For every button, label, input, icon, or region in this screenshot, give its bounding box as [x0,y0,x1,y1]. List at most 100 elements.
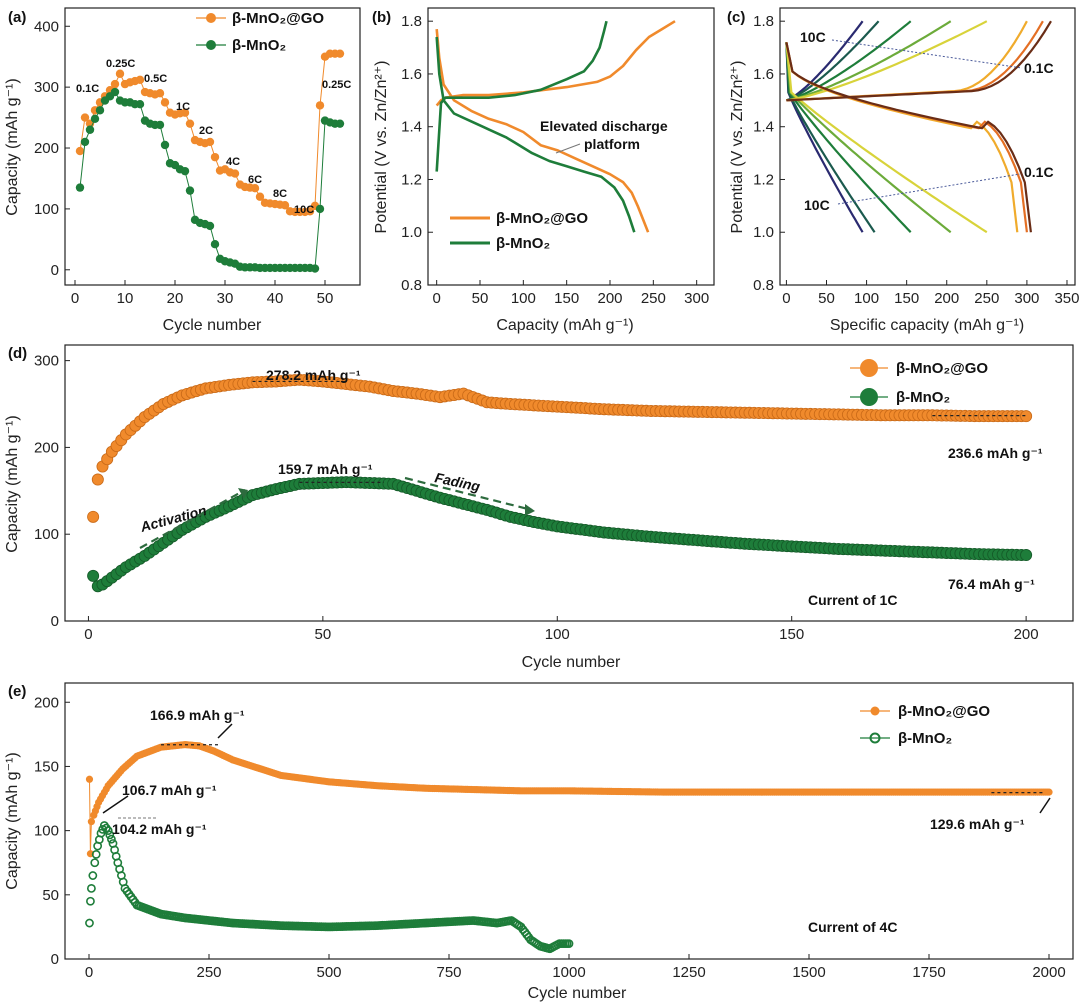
charge-curve [786,20,952,102]
legend-e-mn-marker [869,732,881,744]
y-tick-label: 1.4 [753,119,774,136]
panel-c-discharge-low-label: 0.1C [1024,164,1054,180]
point-mn [87,883,96,893]
panel-d-ylabel: Capacity (mAh g⁻¹) [4,415,21,552]
rate-label: 0.5C [144,73,167,85]
legend-e-go-marker [870,706,880,716]
x-tick-label: 150 [779,626,804,643]
y-tick-label: 0 [51,262,59,279]
x-tick-label: 30 [217,290,234,307]
point-mn [85,125,95,134]
x-tick-label: 150 [894,290,919,307]
panel-b-ticks: 0 50 100 150 200 250 300 0.8 1.0 1.2 1.4 1.6 1.8 [401,13,709,307]
discharge-curve [785,42,876,233]
x-tick-label: 350 [1054,290,1079,307]
x-tick-label: 300 [1014,290,1039,307]
panel-e-go-peak-arrow [217,723,233,739]
charge-curve [786,20,988,102]
point-mn [91,849,101,859]
y-tick-label: 1.4 [401,119,422,136]
panel-e-ticks: 0 250 500 750 1000 1250 1500 1750 2000 0 50 100 150 2… [34,694,1066,981]
y-tick-label: 200 [34,694,59,711]
panel-d-data [87,373,1033,593]
x-tick-label: 750 [436,964,461,981]
y-tick-label: 1.0 [401,224,422,241]
panel-d-mn-final: 76.4 mAh g⁻¹ [948,576,1035,592]
panel-a-data [75,49,345,273]
x-tick-label: 10 [117,290,134,307]
series-line [79,91,340,270]
legend-e-go-label: β-MnO₂@GO [898,703,990,720]
panel-e-xlabel: Cycle number [528,985,627,1002]
x-tick-label: 150 [554,290,579,307]
y-tick-label: 1.6 [401,66,422,83]
legend-a-mn-marker [206,40,216,50]
legend-a-go-marker [206,13,216,23]
point-go [305,207,315,216]
charge-curve [786,20,1052,102]
x-tick-label: 20 [167,290,184,307]
point-mn [90,114,100,124]
point-go [250,184,260,193]
panel-e-label: (e) [8,683,26,700]
point-mn [135,99,145,109]
x-tick-label: 0 [71,290,79,307]
x-tick-label: 50 [472,290,489,307]
panel-a-ylabel: Capacity (mAh g⁻¹) [4,78,21,215]
panel-e-go-final: 129.6 mAh g⁻¹ [930,816,1025,832]
rate-label: 1C [176,101,190,113]
point-mn [86,896,95,906]
point-go [230,169,240,178]
x-tick-label: 50 [818,290,835,307]
rate-label: 10C [294,204,314,216]
y-tick-label: 1.0 [753,224,774,241]
discharge-curve [785,42,864,233]
panel-d-current: Current of 1C [808,592,897,608]
panel-e: (e) Cycle number Capacity (mAh g⁻¹) 0 250… [4,682,1074,1002]
y-tick-label: 200 [34,439,59,456]
charge-curve [786,20,864,102]
point-go [80,113,90,122]
x-tick-label: 1750 [912,964,945,981]
panel-b-data [435,20,676,233]
point-go [280,201,290,210]
panel-b: (b) Capacity (mAh g⁻¹) Potential (V vs. … [372,7,715,334]
legend-b-mn-label: β-MnO₂ [496,235,550,252]
point-mn [110,87,120,97]
panel-a-legend: β-MnO₂@GO β-MnO₂ [196,10,324,54]
y-tick-label: 0 [51,613,59,630]
panel-a-ticks: 0 10 20 30 40 50 0 100 200 300 400 [34,18,333,307]
point-go [255,192,265,201]
x-tick-label: 1500 [792,964,825,981]
panel-a: (a) Cycle number Capacity (mAh g⁻¹) 0 10 2… [4,7,361,334]
rate-label: 8C [273,188,287,200]
charge-curve [786,20,912,102]
point-go [87,510,100,523]
charge-curve [786,20,880,102]
point-mn [107,834,116,844]
point-go [1020,410,1033,423]
panel-e-go-peak: 166.9 mAh g⁻¹ [150,707,245,723]
x-tick-label: 200 [934,290,959,307]
y-tick-label: 1.2 [401,171,422,188]
panel-d-legend: β-MnO₂@GO β-MnO₂ [850,359,988,406]
x-tick-label: 50 [317,290,334,307]
point-mn [564,939,574,948]
discharge-curve [785,42,988,234]
panel-c-label: (c) [727,9,745,26]
y-tick-label: 300 [34,79,59,96]
point-go [315,101,325,110]
panel-d-fading-arrowhead [525,504,535,516]
legend-a-mn-label: β-MnO₂ [232,37,286,54]
point-mn [95,106,105,115]
panel-c-ticks: 0 50 100 150 200 250 300 350 0.8 1.0 1.2 1.4 1.6 1.8 [753,13,1079,307]
point-mn [155,120,165,130]
rate-label: 0.25C [322,79,351,91]
point-mn [180,166,190,176]
point-go [115,69,125,78]
y-tick-label: 200 [34,140,59,157]
panel-c-charge-guide [831,39,1023,69]
panel-e-current: Current of 4C [808,919,897,935]
point-mn [160,140,170,150]
